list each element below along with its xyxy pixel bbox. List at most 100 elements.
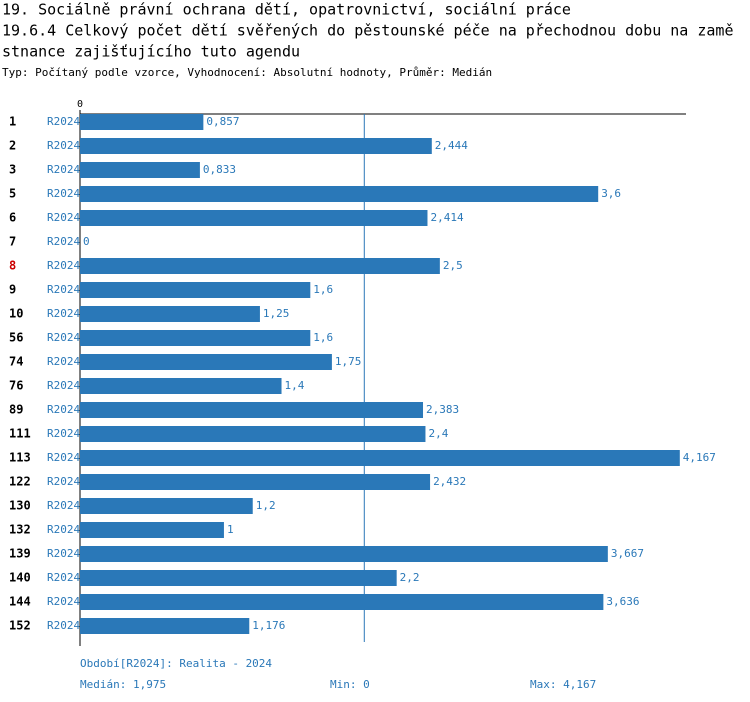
bar — [80, 330, 311, 346]
category-label: 152 — [9, 619, 31, 633]
bar — [80, 282, 311, 298]
category-label: 8 — [9, 259, 16, 273]
value-label: 4,167 — [683, 451, 716, 464]
value-label: 2,414 — [430, 211, 463, 224]
series-label: R2024 — [47, 115, 80, 128]
series-label: R2024 — [47, 235, 80, 248]
value-label: 2,444 — [435, 139, 468, 152]
value-label: 1 — [227, 523, 234, 536]
stat: Medián: 1,975 — [80, 678, 166, 691]
series-label: R2024 — [47, 595, 80, 608]
category-label: 9 — [9, 283, 16, 297]
series-label: R2024 — [47, 379, 80, 392]
category-label: 132 — [9, 523, 31, 537]
series-label: R2024 — [47, 355, 80, 368]
bar — [80, 594, 604, 610]
value-label: 2,2 — [400, 571, 420, 584]
category-label: 74 — [9, 355, 23, 369]
category-label: 122 — [9, 475, 31, 489]
stat: Max: 4,167 — [530, 678, 596, 691]
value-label: 1,75 — [335, 355, 362, 368]
category-label: 76 — [9, 379, 23, 393]
value-label: 1,6 — [313, 331, 333, 344]
value-label: 2,4 — [428, 427, 448, 440]
value-label: 3,636 — [606, 595, 639, 608]
series-label: R2024 — [47, 163, 80, 176]
bar — [80, 354, 332, 370]
series-label: R2024 — [47, 523, 80, 536]
description: Typ: Počítaný podle vzorce, Vyhodnocení:… — [2, 66, 492, 79]
category-label: 7 — [9, 235, 16, 249]
category-label: 6 — [9, 211, 16, 225]
category-label: 130 — [9, 499, 31, 513]
bar — [80, 138, 432, 154]
bar — [80, 402, 424, 418]
series-label: R2024 — [47, 259, 80, 272]
series-label: R2024 — [47, 547, 80, 560]
series-label: R2024 — [47, 571, 80, 584]
stat-value: 0 — [363, 678, 370, 691]
series-label: R2024 — [47, 475, 80, 488]
series-label: R2024 — [47, 451, 80, 464]
category-label: 140 — [9, 571, 31, 585]
series-label: R2024 — [47, 283, 80, 296]
value-label: 1,6 — [313, 283, 333, 296]
stat-value: 4,167 — [563, 678, 596, 691]
stat-label: Medián: — [80, 678, 126, 691]
category-label: 5 — [9, 187, 16, 201]
value-label: 0,857 — [206, 115, 239, 128]
value-label: 3,667 — [611, 547, 644, 560]
stat-value: 1,975 — [133, 678, 166, 691]
value-label: 0 — [83, 235, 90, 248]
bar — [80, 306, 260, 322]
chart-subtitle: stnance zajišťujícího tuto agendu — [2, 43, 300, 61]
value-label: 0,833 — [203, 163, 236, 176]
stat-label: Max: — [530, 678, 557, 691]
value-label: 1,176 — [252, 619, 285, 632]
value-label: 1,25 — [263, 307, 290, 320]
series-label: R2024 — [47, 211, 80, 224]
value-label: 3,6 — [601, 187, 621, 200]
category-label: 10 — [9, 307, 23, 321]
bar — [80, 210, 428, 226]
series-label: R2024 — [47, 499, 80, 512]
bar — [80, 426, 426, 442]
value-label: 2,432 — [433, 475, 466, 488]
category-label: 111 — [9, 427, 31, 441]
category-label: 89 — [9, 403, 23, 417]
value-label: 1,2 — [256, 499, 276, 512]
value-label: 1,4 — [285, 379, 305, 392]
bar — [80, 114, 204, 130]
bar — [80, 378, 282, 394]
chart-subtitle: 19.6.4 Celkový počet dětí svěřených do p… — [2, 22, 734, 40]
category-label: 2 — [9, 139, 16, 153]
category-label: 144 — [9, 595, 31, 609]
bar — [80, 162, 200, 178]
bar — [80, 450, 680, 466]
bar — [80, 618, 250, 634]
category-label: 139 — [9, 547, 31, 561]
series-label: R2024 — [47, 307, 80, 320]
bar — [80, 258, 440, 274]
series-label: R2024 — [47, 331, 80, 344]
series-label: R2024 — [47, 619, 80, 632]
series-label: R2024 — [47, 403, 80, 416]
category-label: 1 — [9, 115, 16, 129]
series-label: R2024 — [47, 139, 80, 152]
category-label: 3 — [9, 163, 16, 177]
bar — [80, 186, 599, 202]
bar — [80, 474, 431, 490]
bar — [80, 522, 224, 538]
period: Období[R2024]: Realita - 2024 — [80, 657, 272, 670]
stat-label: Min: — [330, 678, 357, 691]
bar — [80, 570, 397, 586]
series-label: R2024 — [47, 187, 80, 200]
value-label: 2,5 — [443, 259, 463, 272]
chart-title: 19. Sociálně právní ochrana dětí, opatro… — [2, 1, 571, 19]
series-label: R2024 — [47, 427, 80, 440]
category-label: 56 — [9, 331, 23, 345]
bar — [80, 498, 253, 514]
x-tick-label: 0 — [77, 99, 83, 110]
stat: Min: 0 — [330, 678, 370, 691]
